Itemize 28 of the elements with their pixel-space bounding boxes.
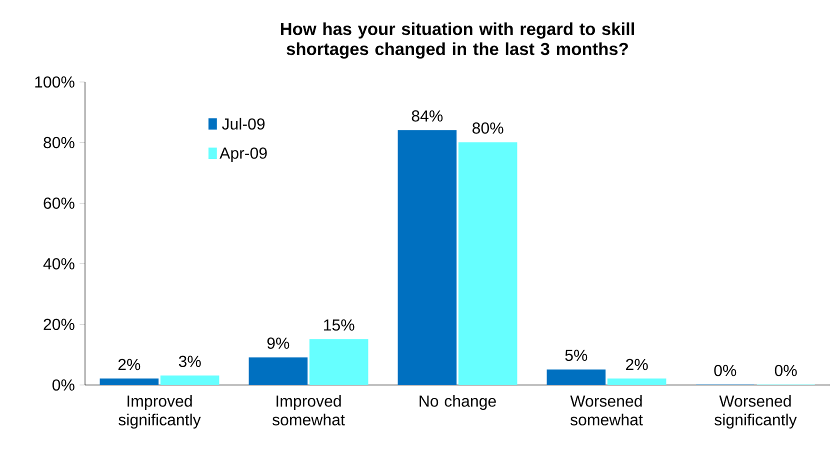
y-tick-label: 80% bbox=[44, 136, 74, 148]
data-label: 9% bbox=[267, 338, 290, 349]
bar bbox=[100, 378, 159, 385]
bar bbox=[546, 369, 606, 385]
y-tick-label: 60% bbox=[44, 198, 74, 209]
chart-title: How has your situation with regard to skill shortages changed in the last 3 months? bbox=[280, 22, 634, 59]
data-label: 3% bbox=[178, 356, 201, 368]
x-tick-label: Improved significantly bbox=[118, 395, 201, 429]
x-tick-label: Worsened significantly bbox=[714, 395, 797, 429]
y-tick-label: 20% bbox=[44, 318, 74, 330]
bar bbox=[248, 357, 308, 385]
bar bbox=[398, 130, 457, 385]
y-tick-label: 0% bbox=[52, 379, 74, 391]
data-label: 15% bbox=[324, 319, 354, 331]
x-tick-label: Improved somewhat bbox=[272, 395, 345, 426]
data-label: 0% bbox=[774, 364, 797, 376]
data-label: 5% bbox=[565, 350, 588, 361]
x-tick-label: Worsened somewhat bbox=[570, 395, 643, 426]
y-tick-label: 100% bbox=[35, 76, 74, 88]
x-tick-label: No change bbox=[420, 395, 496, 410]
data-label: 80% bbox=[472, 122, 504, 134]
legend-label: Apr-09 bbox=[220, 147, 267, 162]
data-label: 2% bbox=[626, 358, 648, 370]
legend-label: Jul-09 bbox=[222, 118, 265, 130]
y-tick-label: 40% bbox=[43, 258, 74, 270]
data-label: 0% bbox=[714, 364, 736, 376]
data-label: 84% bbox=[412, 110, 443, 122]
data-label: 2% bbox=[118, 358, 140, 370]
